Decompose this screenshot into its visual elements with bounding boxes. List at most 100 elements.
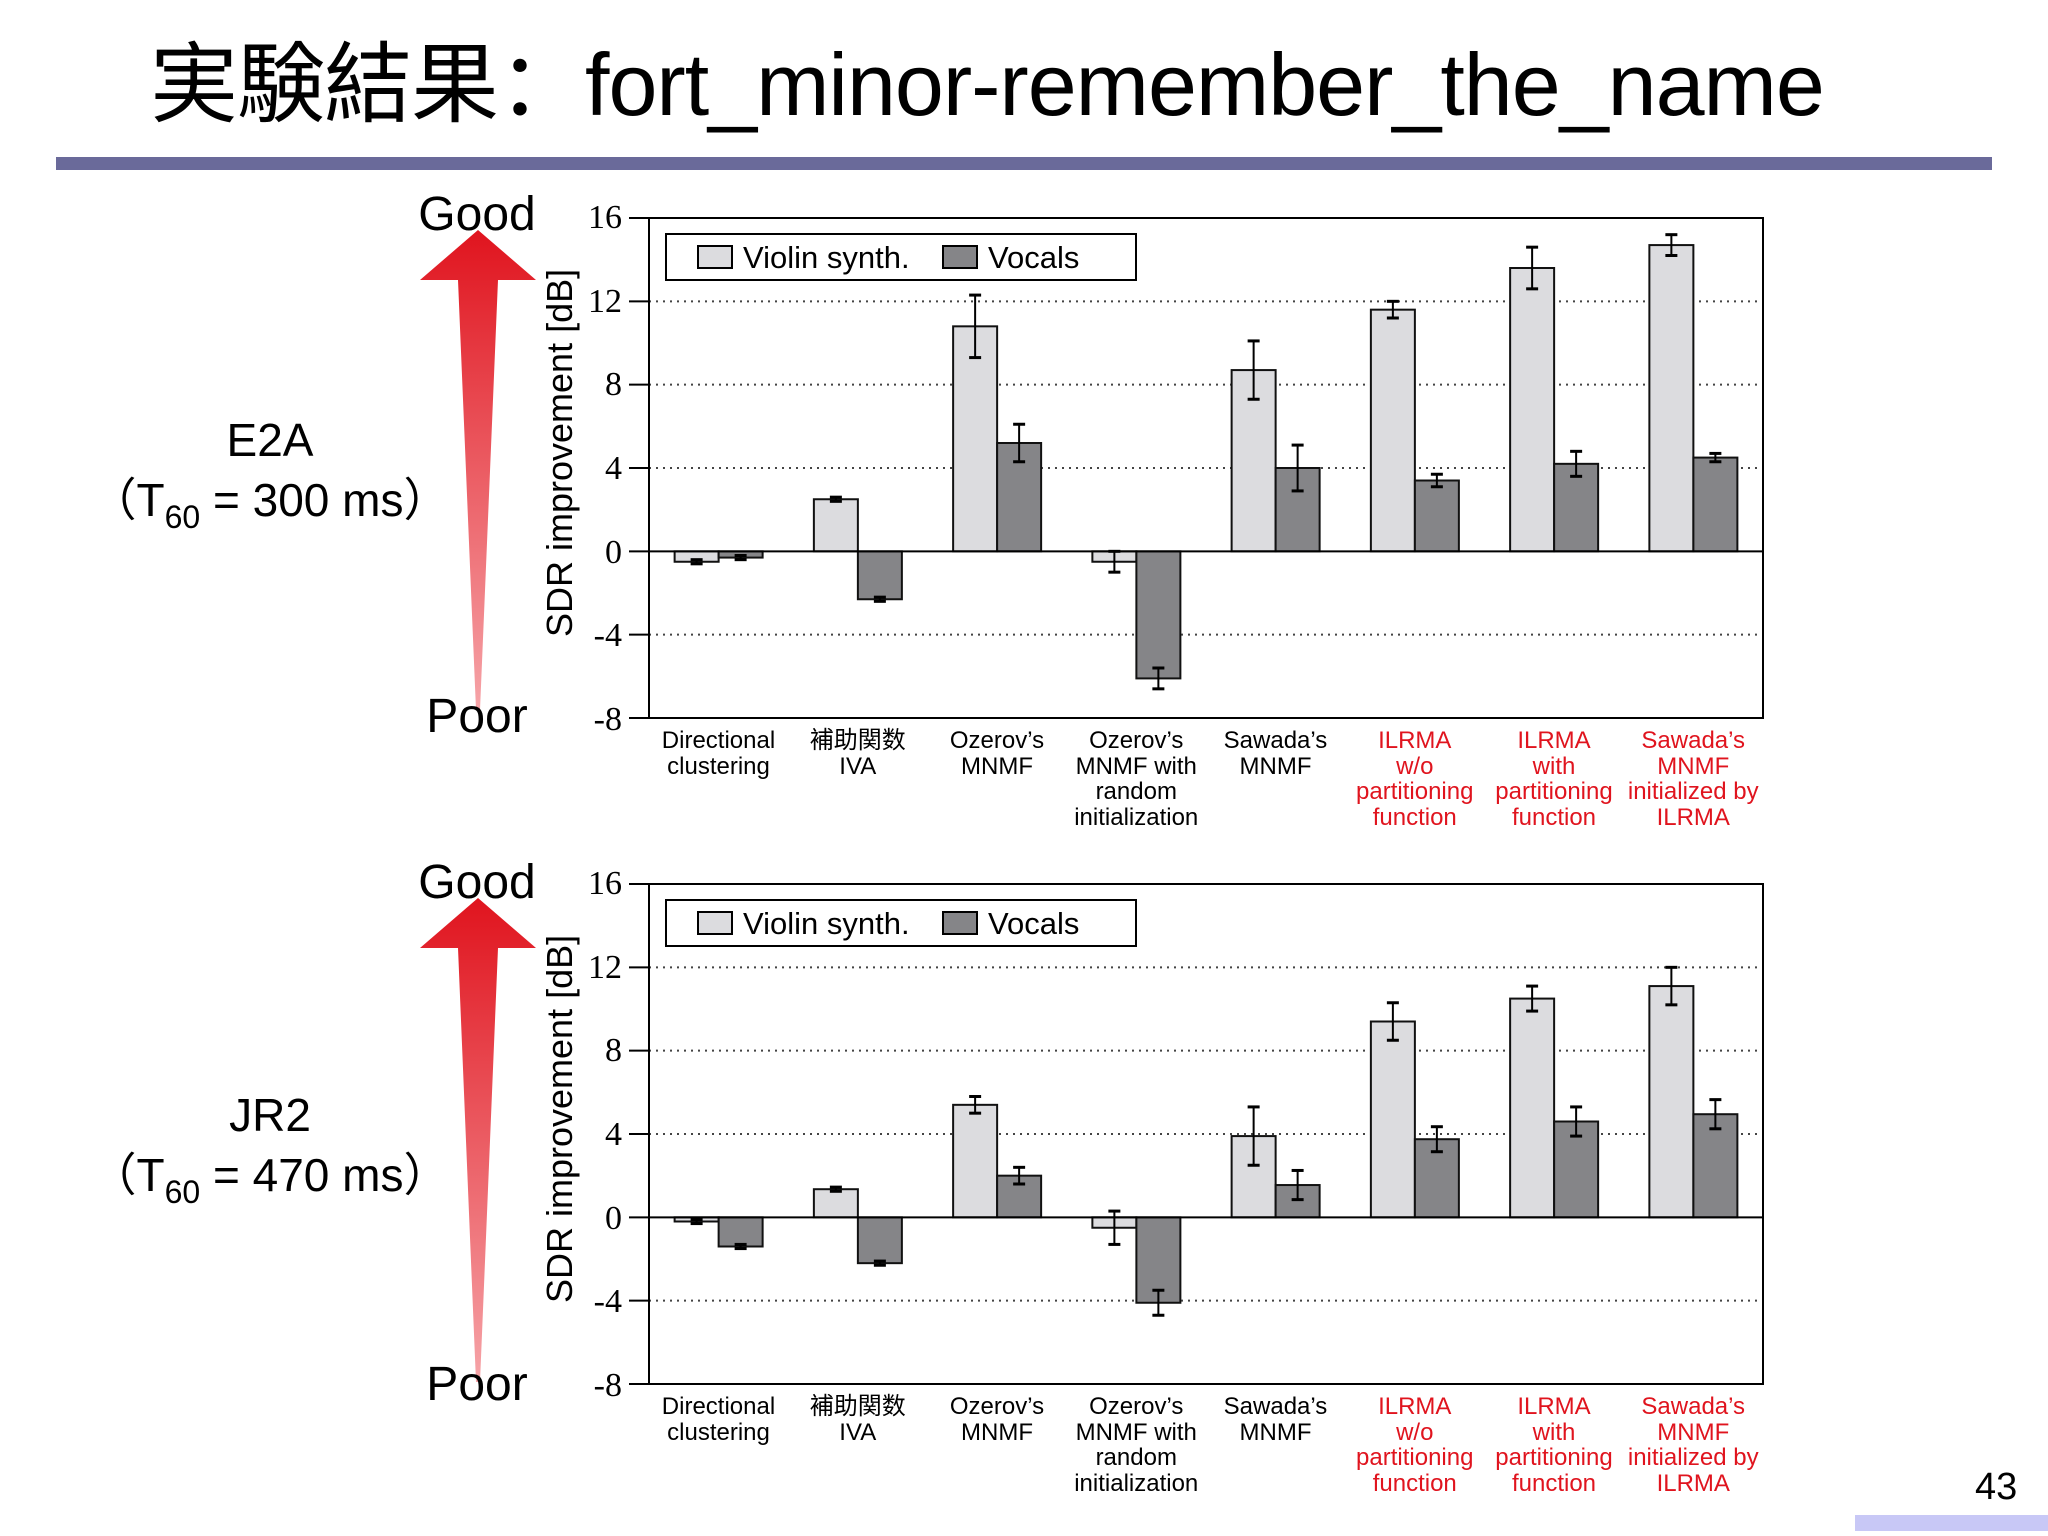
footer-bar bbox=[1855, 1515, 2048, 1531]
quality-arrow-icon bbox=[420, 230, 536, 710]
legend-swatch-violin bbox=[697, 911, 733, 935]
x-axis-label: Ozerov’s MNMF with random initialization bbox=[1067, 728, 1206, 830]
title-divider bbox=[56, 157, 1992, 170]
x-axis-label: ILRMA w/o partitioning function bbox=[1345, 1394, 1484, 1496]
bar-vocals bbox=[1413, 479, 1460, 553]
page-number: 43 bbox=[1975, 1466, 2018, 1508]
x-axis-label-line: Ozerov’s bbox=[949, 727, 1045, 754]
bar-violin bbox=[952, 1103, 999, 1219]
x-axis-label-line: IVA bbox=[839, 1418, 877, 1446]
x-axis-label: Sawada’s MNMF initialized by ILRMA bbox=[1624, 1394, 1763, 1496]
x-axis-label-line: Sawada’s bbox=[1641, 1393, 1746, 1420]
bar-violin bbox=[1230, 369, 1277, 553]
y-tick: 16 bbox=[588, 865, 622, 902]
y-tick: -8 bbox=[593, 701, 622, 738]
x-axis-label: ILRMA w/o partitioning function bbox=[1345, 728, 1484, 830]
bar-vocals bbox=[996, 442, 1043, 553]
y-tick: -8 bbox=[593, 1367, 622, 1404]
x-axis-label-line: ILRMA bbox=[1656, 1469, 1730, 1497]
x-axis-label-line: Sawada’s bbox=[1223, 727, 1328, 754]
bar-violin bbox=[673, 550, 720, 563]
x-axis-label-line: random bbox=[1095, 1444, 1177, 1471]
bar-vocals bbox=[856, 550, 903, 601]
poor-label: Poor bbox=[426, 1358, 528, 1411]
x-axis-label-line: 補助関数 bbox=[809, 1393, 906, 1420]
legend-label-violin: Violin synth. bbox=[743, 906, 910, 941]
x-axis-label: Ozerov’s MNMF bbox=[928, 1394, 1067, 1445]
x-axis-label: Directional clustering bbox=[649, 728, 788, 779]
x-axis-label-line: initialization bbox=[1074, 1469, 1199, 1497]
bar-violin bbox=[1091, 550, 1138, 563]
plot-frame bbox=[648, 217, 1764, 719]
bar-violin bbox=[812, 1188, 859, 1219]
x-axis-label-line: ILRMA bbox=[1656, 803, 1730, 831]
bar-vocals bbox=[1413, 1138, 1460, 1219]
x-axis-label-line: function bbox=[1372, 1469, 1457, 1497]
x-axis-label: Ozerov’s MNMF with random initialization bbox=[1067, 1394, 1206, 1496]
x-axis-label-line: partitioning bbox=[1495, 1444, 1613, 1471]
bar-violin bbox=[1509, 267, 1556, 553]
legend: Violin synth. Vocals bbox=[665, 899, 1137, 947]
bar-vocals bbox=[1692, 1113, 1739, 1219]
bar-plot-e2a bbox=[629, 217, 1764, 719]
t60-label: （T60 = 300 ms） bbox=[90, 474, 450, 535]
x-axis-label-line: IVA bbox=[839, 752, 877, 780]
x-axis-label-line: partitioning bbox=[1356, 1444, 1474, 1471]
x-axis-label-line: Ozerov’s bbox=[1089, 727, 1184, 754]
x-axis-label-line: initialization bbox=[1074, 803, 1199, 831]
bar-vocals bbox=[1135, 550, 1182, 680]
x-axis-label-line: w/o bbox=[1396, 1418, 1434, 1446]
bar-vocals bbox=[1135, 1216, 1182, 1304]
bar-violin bbox=[673, 1216, 720, 1223]
x-axis-label-line: initialized by bbox=[1627, 1444, 1759, 1471]
x-axis-label: Sawada’s MNMF bbox=[1206, 728, 1345, 779]
x-axis-label-line: Directional bbox=[661, 727, 776, 754]
bar-violin bbox=[1648, 985, 1695, 1219]
x-axis-label-line: MNMF bbox=[1657, 1418, 1730, 1446]
condition-name: E2A bbox=[226, 414, 314, 466]
condition-name: JR2 bbox=[229, 1089, 311, 1141]
legend-label-vocals: Vocals bbox=[988, 906, 1080, 941]
x-axis-label-line: Directional bbox=[661, 1393, 776, 1420]
y-tick: 4 bbox=[605, 1116, 622, 1153]
x-axis-label-line: initialized by bbox=[1627, 778, 1759, 805]
bar-vocals bbox=[1274, 1184, 1321, 1219]
x-axis-label-line: Sawada’s bbox=[1223, 1393, 1328, 1420]
x-axis-label-line: ILRMA bbox=[1517, 727, 1591, 754]
x-axis-label-line: MNMF with bbox=[1075, 1418, 1197, 1446]
x-axis-label-line: MNMF bbox=[1239, 1418, 1312, 1446]
bar-vocals bbox=[717, 550, 764, 559]
y-tick: 0 bbox=[605, 534, 622, 571]
x-axis-label-line: Ozerov’s bbox=[1089, 1393, 1184, 1420]
y-tick: 12 bbox=[588, 949, 622, 986]
y-axis-label: SDR improvement [dB] bbox=[539, 934, 580, 1303]
poor-label: Poor bbox=[426, 690, 528, 743]
bar-vocals bbox=[1553, 462, 1600, 553]
x-axis-label-line: function bbox=[1372, 803, 1457, 831]
bar-vocals bbox=[856, 1216, 903, 1265]
legend-label-vocals: Vocals bbox=[988, 240, 1080, 275]
y-tick: -4 bbox=[593, 617, 622, 654]
bar-vocals bbox=[1692, 456, 1739, 553]
plot-frame bbox=[648, 883, 1764, 1385]
x-axis-label-line: with bbox=[1532, 752, 1576, 780]
legend-label-violin: Violin synth. bbox=[743, 240, 910, 275]
x-axis-label-line: Ozerov’s bbox=[949, 1393, 1045, 1420]
x-axis-label-line: w/o bbox=[1396, 752, 1434, 780]
x-axis-label-line: MNMF bbox=[961, 1418, 1033, 1446]
bar-violin bbox=[1230, 1135, 1277, 1219]
x-axis-label-line: ILRMA bbox=[1378, 1393, 1452, 1420]
y-tick: 8 bbox=[605, 366, 622, 403]
x-axis-label-line: clustering bbox=[667, 752, 770, 780]
x-axis-label-line: with bbox=[1532, 1418, 1576, 1446]
bar-vocals bbox=[1274, 467, 1321, 553]
bar-vocals bbox=[1553, 1120, 1600, 1219]
y-tick: 16 bbox=[588, 199, 622, 236]
y-axis-label: SDR improvement [dB] bbox=[539, 268, 580, 637]
legend-swatch-violin bbox=[697, 245, 733, 269]
x-axis-label-line: ILRMA bbox=[1378, 727, 1452, 754]
x-axis-label-line: partitioning bbox=[1356, 778, 1474, 805]
good-label: Good bbox=[418, 856, 536, 909]
x-axis-label: 補助関数 IVA bbox=[788, 728, 927, 779]
